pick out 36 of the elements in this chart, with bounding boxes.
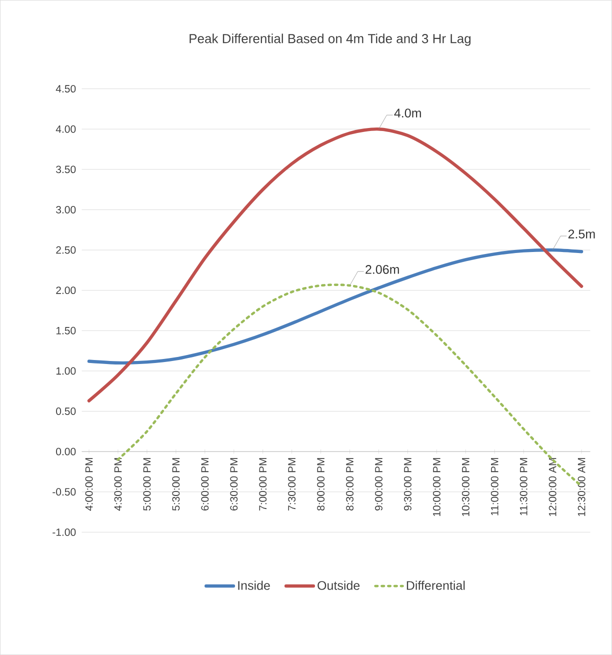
annotation: 2.06m — [366, 265, 399, 274]
y-tick-label: 0.50 — [56, 408, 76, 415]
y-tick-label: 3.50 — [56, 166, 76, 174]
y-tick-label: 2.50 — [56, 246, 76, 254]
x-tick-label: 6:30:00 PM — [230, 458, 238, 510]
x-tick-label: 4:00:00 PM — [85, 458, 93, 511]
y-tick-label: 3.00 — [56, 206, 76, 214]
x-tick-label: 10:00:00 PM — [432, 458, 440, 516]
y-tick-label: -0.50 — [52, 488, 76, 496]
x-tick-label: 6:00:00 PM — [201, 458, 209, 510]
x-tick-label: 8:30:00 PM — [346, 458, 354, 511]
y-tick-label: 4.50 — [56, 85, 76, 93]
legend-label: Inside — [238, 580, 270, 590]
legend-label: Differential — [406, 580, 465, 590]
x-tick-label: 5:00:00 PM — [143, 458, 151, 511]
y-tick-label: -1.00 — [52, 528, 76, 536]
x-tick-label: 8:00:00 PM — [317, 458, 325, 511]
x-tick-label: 7:30:00 PM — [288, 458, 296, 510]
x-tick-label: 10:30:00 PM — [462, 458, 470, 516]
x-tick-label: 5:30:00 PM — [172, 458, 180, 511]
x-tick-label: 12:30:00 AM — [578, 458, 586, 516]
x-tick-label: 7:00:00 PM — [259, 458, 267, 510]
annotation: 2.5m — [568, 230, 595, 238]
line-series — [87, 248, 584, 365]
y-tick-label: 1.00 — [56, 367, 76, 375]
chart-title: Peak Differential Based on 4m Tide and 3 Hr Lag — [190, 34, 471, 46]
x-tick-label: 11:30:00 PM — [520, 458, 528, 516]
y-tick-label: 2.00 — [56, 286, 76, 294]
x-tick-label: 9:00:00 PM — [375, 458, 382, 510]
y-tick-label: 0.00 — [56, 448, 76, 456]
y-tick-label: 1.50 — [56, 326, 76, 334]
x-tick-label: 11:00:00 PM — [490, 458, 498, 516]
legend-label: Outside — [318, 580, 360, 590]
x-tick-label: 9:30:00 PM — [404, 458, 412, 510]
y-tick-label: 4.00 — [56, 125, 76, 133]
annotation: 4.0m — [394, 108, 421, 118]
